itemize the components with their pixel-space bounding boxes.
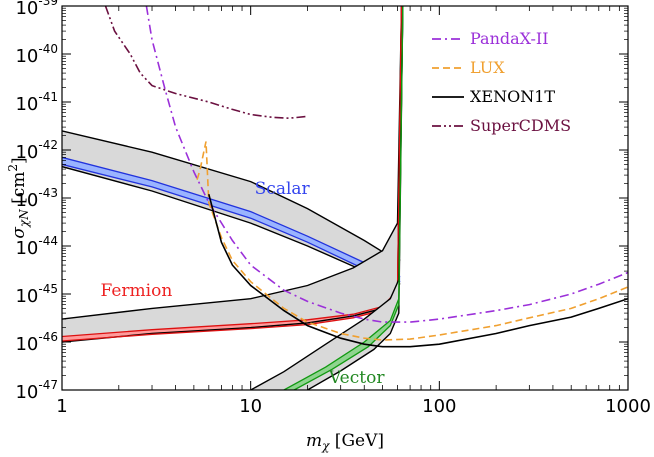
band-label-scalar: Scalar	[255, 179, 311, 199]
fermion-band-outer-upper-line	[62, 6, 403, 320]
series-lux	[196, 141, 628, 341]
series-layer	[104, 6, 628, 348]
legend-label-lux: LUX	[470, 58, 505, 77]
x-tick-label: 1000	[605, 396, 651, 417]
legend-label-xenon1t: XENON1T	[470, 87, 555, 106]
x-tick-label: 100	[422, 396, 456, 417]
legend-label-pandax-ii: PandaX-II	[470, 29, 549, 48]
band-labels: Scalar Fermion Vector	[101, 179, 386, 388]
y-axis-title: σχN [cm2]	[6, 157, 31, 238]
y-tick-label: 10-46	[15, 330, 58, 355]
band-label-fermion: Fermion	[101, 281, 173, 301]
fermion-band-outer	[62, 6, 402, 342]
y-tick-label: 10-43	[15, 186, 58, 211]
ticks-layer: 1 10 100 1000 10-47 10-46 10-45 10-44 10-43 10-42…	[15, 0, 650, 417]
vector-band-inner-lower-line	[293, 6, 404, 390]
y-tick-label: 10-39	[15, 0, 58, 19]
y-tick-label: 10-41	[15, 90, 58, 115]
x-tick-label: 1	[56, 396, 67, 417]
y-tick-label: 10-44	[15, 234, 58, 259]
series-supercdms	[104, 6, 308, 120]
plot-frame	[61, 5, 629, 391]
band-label-vector: Vector	[328, 368, 385, 388]
y-tick-label: 10-45	[15, 282, 58, 307]
x-tick-label: 10	[239, 396, 262, 417]
x-axis-title: mχ [GeV]	[306, 431, 384, 453]
y-tick-label: 10-42	[15, 138, 58, 163]
bands-layer	[62, 6, 404, 390]
legend-label-supercdms: SuperCDMS	[470, 116, 571, 135]
y-tick-label: 10-47	[15, 378, 58, 403]
series-xenon1t	[208, 193, 628, 348]
series-pandax-ii	[145, 6, 628, 323]
legend: PandaX-II LUX XENON1T SuperCDMS	[432, 29, 571, 135]
y-tick-label: 10-40	[15, 42, 58, 67]
